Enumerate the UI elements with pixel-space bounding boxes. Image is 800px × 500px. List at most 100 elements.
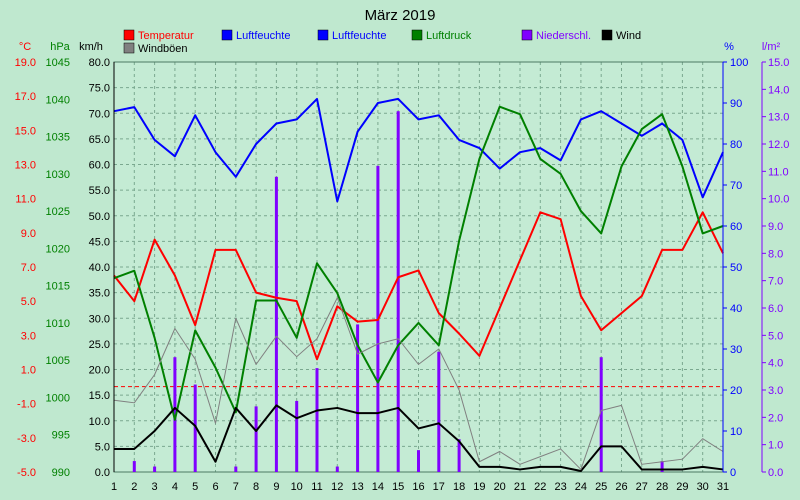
unit-humidity: % — [724, 41, 734, 53]
legend-swatch — [123, 29, 135, 41]
temperature-tick-label: 15.0 — [15, 125, 36, 137]
wind-tick-label: 75.0 — [89, 83, 110, 95]
precip-tick-label: 14.0 — [768, 84, 789, 96]
series-line-luftfeuchte — [113, 97, 724, 203]
grid — [113, 61, 724, 473]
temperature-tick-label: 17.0 — [15, 91, 36, 103]
x-tick-label: 18 — [453, 481, 465, 493]
x-tick-label: 6 — [212, 481, 218, 493]
precip-tick-label: 15.0 — [768, 57, 789, 69]
wind-tick-label: 80.0 — [89, 57, 110, 69]
unit-wind: km/h — [79, 41, 103, 53]
temperature-tick-label: 19.0 — [15, 57, 36, 69]
precip-tick-label: 1.0 — [768, 440, 783, 452]
humidity-tick-label: 80 — [730, 139, 742, 151]
precip-bar — [396, 111, 400, 472]
precip-tick-label: 12.0 — [768, 139, 789, 151]
x-tick-label: 31 — [717, 481, 729, 493]
humidity-tick-label: 100 — [730, 57, 748, 69]
precip-bar — [274, 176, 278, 473]
humidity-tick-label: 0 — [730, 467, 736, 479]
wind-tick-label: 50.0 — [89, 211, 110, 223]
wind-tick-label: 70.0 — [89, 108, 110, 120]
temperature-tick-label: 3.0 — [21, 330, 36, 342]
wind-tick-label: 55.0 — [89, 185, 110, 197]
humidity-tick-label: 20 — [730, 385, 742, 397]
pressure-tick-label: 1030 — [46, 169, 70, 181]
precip-tick-label: 3.0 — [768, 385, 783, 397]
legend-swatch — [601, 29, 613, 41]
x-tick-label: 7 — [233, 481, 239, 493]
pressure-tick-label: 1045 — [46, 57, 70, 69]
x-tick-label: 14 — [372, 481, 384, 493]
legend-swatch — [317, 29, 329, 41]
wind-tick-label: 60.0 — [89, 160, 110, 172]
x-tick-label: 29 — [676, 481, 688, 493]
wind-tick-label: 15.0 — [89, 390, 110, 402]
x-tick-label: 17 — [433, 481, 445, 493]
humidity-tick-label: 60 — [730, 221, 742, 233]
temperature-tick-label: 5.0 — [21, 296, 36, 308]
legend-label: Temperatur — [138, 30, 194, 42]
precip-tick-label: 6.0 — [768, 303, 783, 315]
temperature-tick-label: 13.0 — [15, 160, 36, 172]
humidity-tick-label: 50 — [730, 262, 742, 274]
x-tick-label: 20 — [494, 481, 506, 493]
pressure-tick-label: 1025 — [46, 206, 70, 218]
x-tick-label: 15 — [392, 481, 404, 493]
x-tick-label: 24 — [575, 481, 587, 493]
x-tick-label: 22 — [534, 481, 546, 493]
precip-tick-label: 11.0 — [768, 166, 789, 178]
x-tick-label: 12 — [331, 481, 343, 493]
x-tick-label: 16 — [412, 481, 424, 493]
legend-label: Luftdruck — [426, 30, 472, 42]
x-tick-label: 11 — [311, 481, 322, 493]
legend-label: Wind — [616, 30, 641, 42]
temperature-tick-label: 7.0 — [21, 262, 36, 274]
wind-tick-label: 65.0 — [89, 134, 110, 146]
precip-tick-label: 0.0 — [768, 467, 783, 479]
precip-bar — [335, 466, 339, 472]
humidity-tick-label: 30 — [730, 344, 742, 356]
series-line-luftdruck — [113, 105, 724, 421]
series-line-wind — [114, 404, 724, 472]
precip-bar — [173, 357, 177, 472]
pressure-tick-label: 1040 — [46, 94, 70, 106]
x-tick-label: 28 — [656, 481, 668, 493]
precip-bar — [437, 351, 441, 472]
legend-label: Luftfeuchte — [236, 30, 290, 42]
precip-bar — [254, 406, 258, 472]
pressure-tick-label: 995 — [52, 430, 70, 442]
legend-swatch — [123, 42, 135, 54]
wind-tick-label: 35.0 — [89, 288, 110, 300]
wind-tick-label: 25.0 — [89, 339, 110, 351]
temperature-tick-label: -5.0 — [17, 467, 36, 479]
x-tick-label: 23 — [554, 481, 566, 493]
series-line-windben — [113, 297, 724, 470]
x-tick-label: 4 — [172, 481, 178, 493]
unit-pressure: hPa — [50, 41, 70, 53]
precip-bar — [660, 461, 664, 472]
precip-tick-label: 8.0 — [768, 248, 783, 260]
pressure-tick-label: 1010 — [46, 318, 70, 330]
x-tick-label: 1 — [111, 481, 117, 493]
legend-swatch — [521, 29, 533, 41]
x-tick-label: 25 — [595, 481, 607, 493]
wind-tick-label: 30.0 — [89, 313, 110, 325]
precip-bar — [315, 368, 319, 472]
x-tick-label: 8 — [253, 481, 259, 493]
unit-temperature: °C — [19, 41, 31, 53]
x-tick-label: 3 — [152, 481, 158, 493]
precip-bar — [153, 466, 157, 472]
wind-tick-label: 0.0 — [95, 467, 110, 479]
temperature-tick-label: -3.0 — [17, 433, 36, 445]
precip-tick-label: 2.0 — [768, 412, 783, 424]
precip-bar — [599, 357, 603, 472]
temperature-tick-label: 1.0 — [21, 365, 36, 377]
chart-title: März 2019 — [365, 7, 436, 24]
pressure-tick-label: 990 — [52, 467, 70, 479]
x-tick-label: 10 — [291, 481, 303, 493]
legend-label: Windböen — [138, 43, 188, 55]
precip-bar — [457, 439, 461, 472]
